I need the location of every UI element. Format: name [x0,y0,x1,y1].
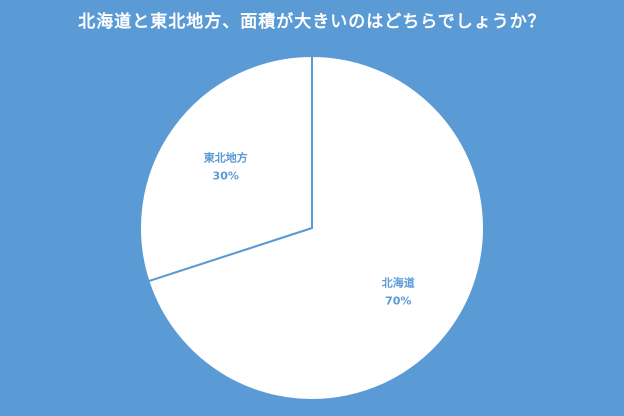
pie-slice-2 [139,54,313,283]
slice-label-value-1: 70% [385,295,411,308]
slice-label-name-2: 東北地方 [204,150,248,164]
pie-slice-1 [147,54,485,401]
pie-slices [139,54,485,401]
slice-label-name-1: 北海道 [382,276,415,290]
slice-label-value-2: 30% [213,169,239,182]
chart-title: 北海道と東北地方、面積が大きいのはどちらでしょうか？ [78,12,546,32]
pie-labels: 北海道 70% 東北地方 30% [204,150,415,307]
